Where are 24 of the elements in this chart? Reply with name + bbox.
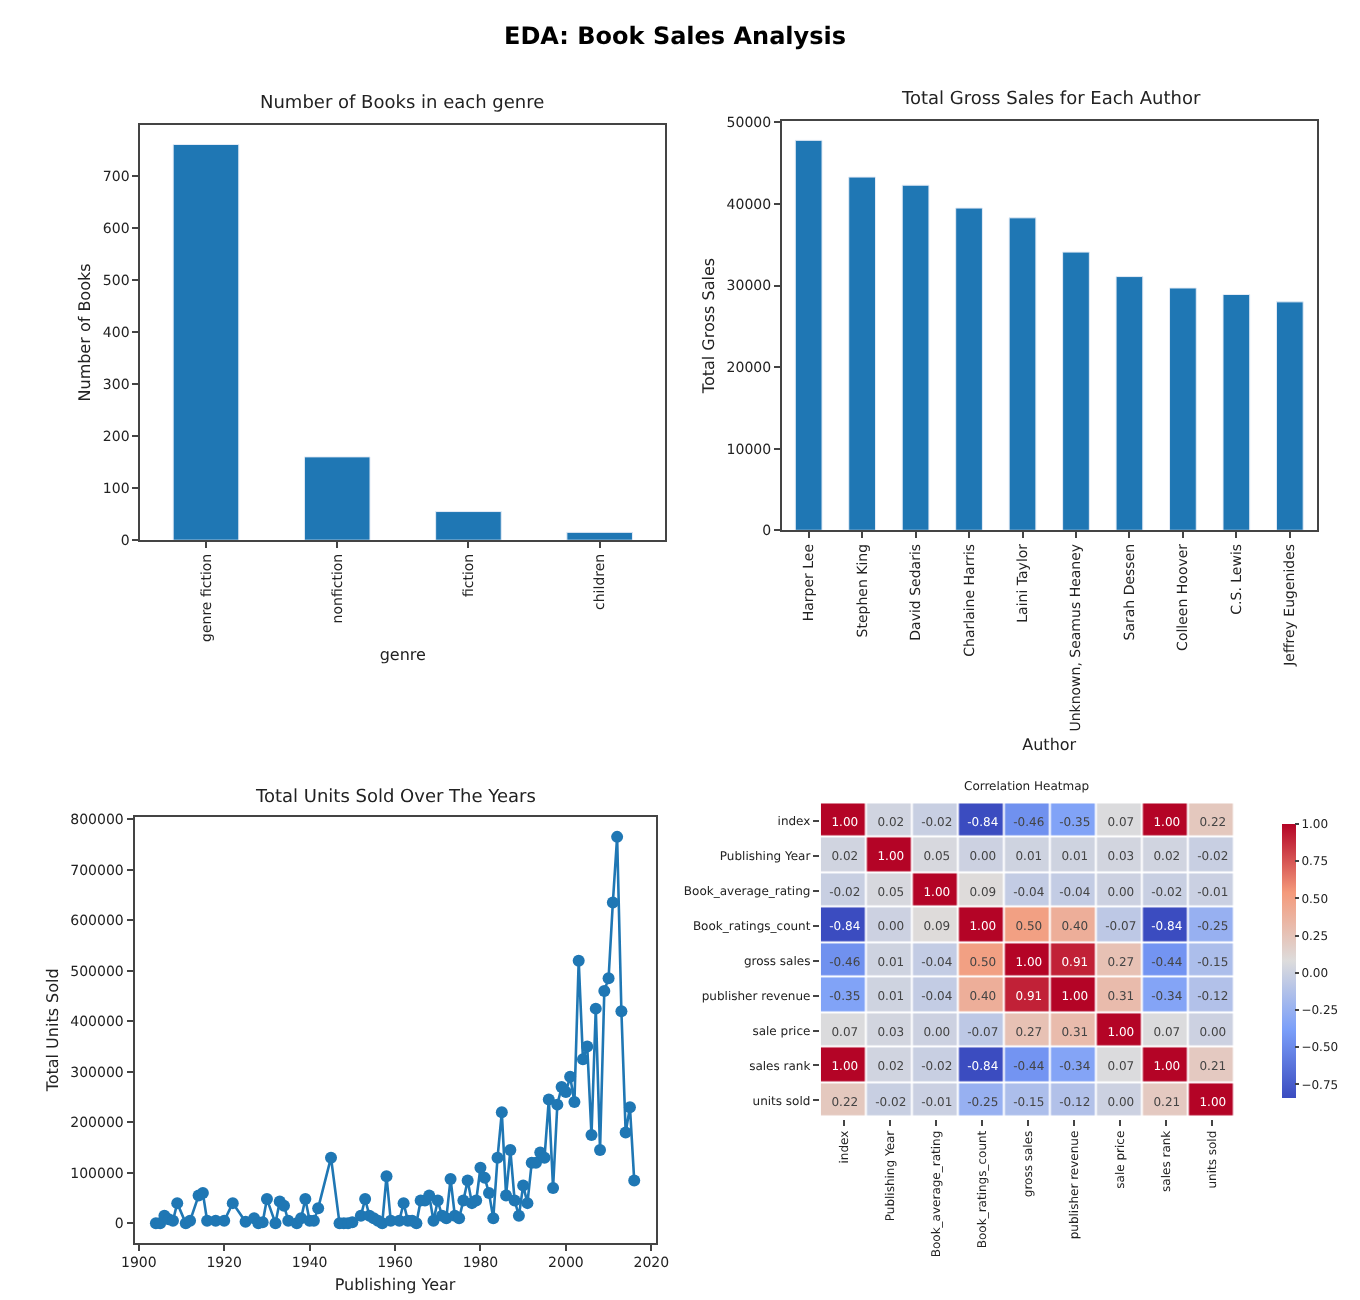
chart-title: Total Gross Sales for Each Author — [900, 90, 1201, 110]
chart-title: Total Units Sold Over The Years — [254, 788, 537, 808]
bar — [1222, 294, 1251, 531]
bar — [1008, 217, 1037, 531]
bar — [1169, 287, 1197, 531]
text: EDA: Book Sales Analysis — [504, 22, 847, 50]
bar — [1115, 276, 1144, 531]
bar — [566, 531, 633, 541]
bar — [901, 184, 930, 531]
x-axis-title: genre — [379, 646, 427, 665]
y-axis-title: Number of Books — [76, 263, 95, 402]
bar — [172, 143, 240, 541]
bar — [848, 176, 876, 531]
x-axis-title: Publishing Year — [334, 1275, 457, 1294]
bar — [1275, 301, 1304, 531]
bar — [955, 207, 983, 531]
bar — [303, 456, 371, 541]
chart-title: Number of Books in each genre — [260, 94, 546, 114]
bar — [435, 511, 502, 541]
x-axis-title: Author — [1022, 735, 1078, 754]
bar — [794, 139, 823, 531]
bar — [1062, 251, 1090, 531]
y-axis-title: Total Units Sold — [43, 968, 62, 1094]
y-axis-title: Total Gross Sales — [699, 257, 718, 396]
